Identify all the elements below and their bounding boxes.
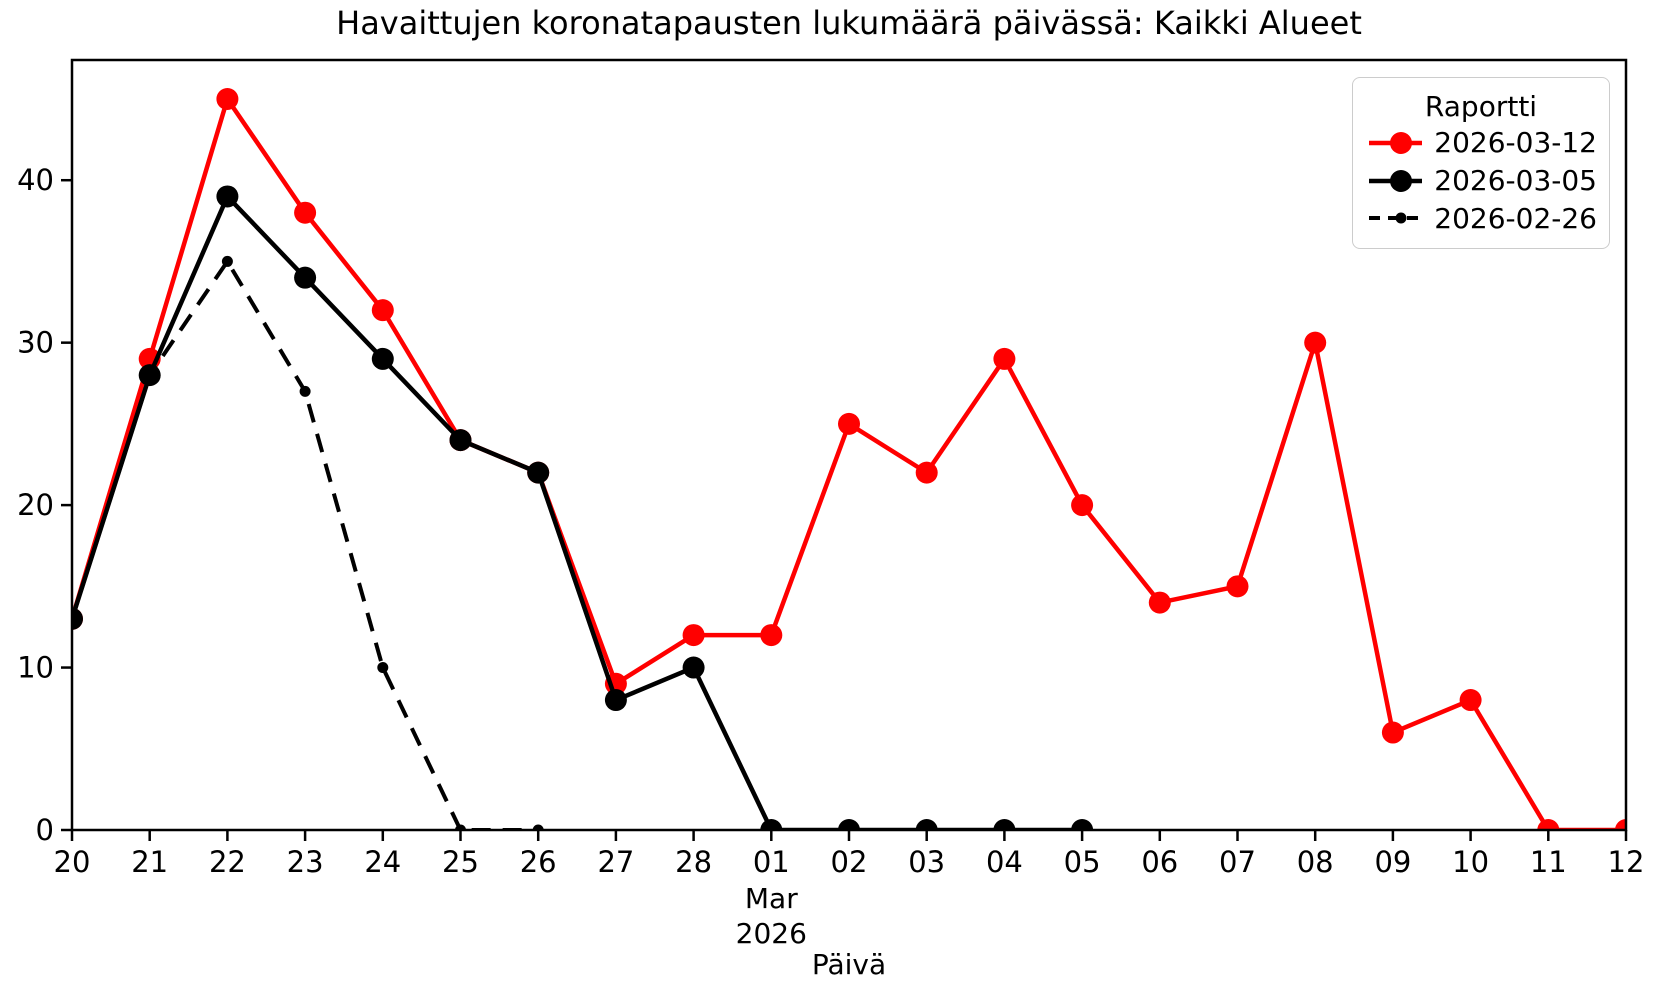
data-point-2026-03-12 [682, 624, 705, 647]
x-tick-label-20: 20 [54, 845, 91, 879]
x-tick-label-12: 12 [1608, 845, 1645, 879]
x-tick-label-01: 01 [753, 845, 790, 879]
data-point-2026-03-05 [915, 819, 938, 830]
series-line-2026-02-26 [72, 257, 539, 830]
data-point-2026-03-05 [993, 819, 1016, 830]
data-point-2026-03-12 [294, 201, 317, 224]
data-point-2026-03-05 [371, 347, 394, 370]
data-point-2026-03-12 [1459, 689, 1482, 712]
legend-sample-marker [1395, 212, 1407, 224]
legend-entry: 2026-03-05 [1365, 165, 1597, 197]
legend-entry-label: 2026-03-12 [1434, 126, 1597, 160]
legend-entry: 2026-02-26 [1365, 202, 1597, 234]
data-point-2026-03-05 [604, 689, 627, 712]
legend-title: Raportti [1424, 89, 1538, 123]
data-point-2026-02-26 [299, 385, 311, 397]
legend-line-sample-black-dashed-icon [1369, 212, 1423, 224]
data-point-2026-03-05 [527, 461, 550, 484]
legend-sample-marker [1390, 169, 1412, 192]
x-tick-label-08: 08 [1297, 845, 1334, 879]
data-point-2026-03-05 [216, 185, 239, 208]
data-point-2026-02-26 [221, 255, 233, 267]
legend: Raportti 2026-03-12 2026-03-05 2026-02-2… [1352, 77, 1610, 249]
data-point-2026-03-05 [838, 819, 860, 830]
y-tick-label: 10 [17, 651, 54, 685]
data-point-2026-03-12 [1148, 591, 1171, 614]
x-tick-label-07: 07 [1219, 845, 1256, 879]
y-tick-label: 0 [36, 813, 54, 847]
series-line-2026-03-05 [72, 192, 1083, 830]
legend-entry-label: 2026-02-26 [1434, 201, 1597, 235]
data-point-2026-03-05 [760, 819, 783, 830]
x-tick-label-24: 24 [364, 845, 401, 879]
data-point-2026-03-12 [1071, 494, 1094, 517]
y-tick-label: 40 [17, 163, 54, 197]
data-point-2026-03-05 [682, 656, 705, 679]
x-tick-label-25: 25 [442, 845, 479, 879]
legend-sample-marker [1390, 131, 1412, 154]
x-tick-label-02: 02 [831, 845, 868, 879]
x-tick-label-09: 09 [1374, 845, 1411, 879]
data-point-2026-03-12 [1226, 575, 1249, 598]
legend-entry-label: 2026-03-05 [1434, 163, 1597, 197]
data-point-2026-02-26 [532, 824, 544, 830]
x-axis-secondary-label: Mar [745, 882, 798, 915]
data-point-2026-03-12 [216, 87, 239, 110]
x-tick-label-04: 04 [986, 845, 1023, 879]
legend-line-sample-red-solid-icon [1369, 131, 1423, 154]
data-point-2026-03-12 [1615, 819, 1626, 830]
data-point-2026-02-26 [144, 369, 156, 381]
data-point-2026-03-12 [1304, 331, 1327, 354]
data-point-2026-03-12 [1381, 721, 1404, 744]
chart-title: Havaittujen koronatapausten lukumäärä pä… [336, 4, 1362, 42]
x-tick-label-22: 22 [209, 845, 246, 879]
data-point-2026-02-26 [455, 824, 466, 830]
legend-line-sample-black-solid-icon [1369, 169, 1423, 192]
x-tick-label-06: 06 [1141, 845, 1178, 879]
data-point-2026-02-26 [377, 662, 389, 674]
x-tick-label-28: 28 [675, 845, 712, 879]
data-point-2026-03-05 [294, 266, 317, 289]
x-tick-label-03: 03 [908, 845, 945, 879]
data-point-2026-03-05 [449, 429, 472, 452]
data-point-2026-03-12 [371, 299, 394, 322]
x-tick-label-10: 10 [1452, 845, 1489, 879]
data-point-2026-03-12 [915, 461, 938, 484]
data-point-2026-03-12 [838, 412, 860, 435]
legend-entry: 2026-03-12 [1365, 127, 1597, 159]
data-point-2026-02-26 [72, 613, 78, 625]
data-point-2026-03-12 [1537, 819, 1560, 830]
x-tick-label-05: 05 [1064, 845, 1101, 879]
x-tick-label-23: 23 [287, 845, 324, 879]
data-point-2026-03-12 [993, 347, 1016, 370]
data-point-2026-03-12 [760, 624, 783, 647]
x-tick-label-21: 21 [131, 845, 168, 879]
y-tick-label: 20 [17, 488, 54, 522]
data-point-2026-03-05 [1071, 819, 1094, 830]
x-tick-label-26: 26 [520, 845, 557, 879]
x-axis-secondary-label: 2026 [736, 917, 807, 950]
x-tick-label-27: 27 [597, 845, 634, 879]
y-tick-label: 30 [17, 326, 54, 360]
x-tick-label-11: 11 [1530, 845, 1567, 879]
x-axis-label: Päivä [811, 948, 887, 981]
